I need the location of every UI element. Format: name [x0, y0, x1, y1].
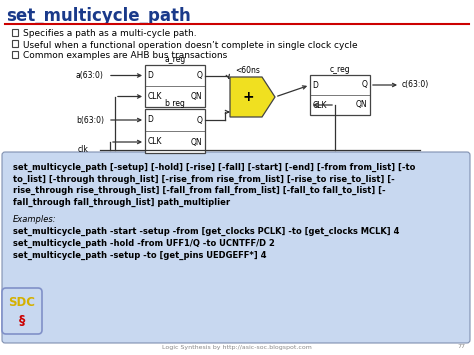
Text: D: D [147, 115, 154, 125]
Text: 77: 77 [457, 344, 465, 350]
Text: set_multicycle_path -setup -to [get_pins UEDGEFF*] 4: set_multicycle_path -setup -to [get_pins… [13, 251, 266, 260]
Text: fall_through fall_through_list] path_multiplier: fall_through fall_through_list] path_mul… [13, 197, 230, 207]
Text: c(63:0): c(63:0) [402, 81, 429, 89]
Text: QN: QN [356, 100, 367, 109]
Bar [12, 51, 18, 58]
Text: set_multicycle_path -hold -from UFF1/Q -to UCNTFF/D 2: set_multicycle_path -hold -from UFF1/Q -… [13, 239, 275, 248]
Text: to_list] [-through through_list] [-rise_from rise_from_list] [-rise_to rise_to_l: to_list] [-through through_list] [-rise_… [13, 175, 395, 184]
Text: Specifies a path as a multi-cycle path.: Specifies a path as a multi-cycle path. [23, 29, 197, 38]
Bar [310, 75, 370, 115]
Text: §: § [19, 313, 25, 327]
Bar [145, 65, 205, 107]
Bar [145, 109, 205, 153]
Text: clk: clk [78, 146, 89, 154]
Text: QN: QN [191, 92, 202, 101]
Polygon shape [230, 77, 275, 117]
Text: Examples:: Examples: [13, 215, 56, 224]
Text: b(63:0): b(63:0) [76, 115, 104, 125]
Text: CLK: CLK [312, 100, 327, 109]
Text: CLK: CLK [147, 92, 162, 101]
Text: CLK: CLK [147, 137, 162, 147]
Text: Q: Q [362, 81, 367, 89]
Text: rise_through rise_through_list] [-fall_from fall_from_list] [-fall_to fall_to_li: rise_through rise_through_list] [-fall_f… [13, 186, 386, 195]
Text: SDC: SDC [9, 295, 36, 308]
Bar [12, 29, 18, 36]
FancyBboxPatch shape [2, 152, 470, 343]
Text: a(63:0): a(63:0) [76, 71, 104, 80]
FancyBboxPatch shape [2, 288, 42, 334]
Text: D: D [147, 71, 154, 80]
Bar [12, 40, 18, 47]
Text: QN: QN [191, 137, 202, 147]
Text: Q: Q [197, 71, 202, 80]
Text: set_multicycle_path: set_multicycle_path [6, 7, 191, 25]
Text: set_multicycle_path [-setup] [-hold] [-rise] [-fall] [-start] [-end] [-from from: set_multicycle_path [-setup] [-hold] [-r… [13, 163, 415, 172]
Text: D: D [312, 81, 319, 89]
Text: b reg: b reg [165, 98, 185, 108]
Text: <60ns: <60ns [236, 66, 260, 75]
Text: Logic Synthesis by http://asic-soc.blogspot.com: Logic Synthesis by http://asic-soc.blogs… [162, 344, 312, 350]
Text: set_multicycle_path -start -setup -from [get_clocks PCLK] -to [get_clocks MCLK] : set_multicycle_path -start -setup -from … [13, 227, 400, 236]
Text: a_reg: a_reg [164, 55, 186, 64]
Text: +: + [242, 90, 254, 104]
Text: Q: Q [197, 115, 202, 125]
Text: c_reg: c_reg [330, 65, 350, 73]
Text: Useful when a functional operation doesn’t complete in single clock cycle: Useful when a functional operation doesn… [23, 40, 357, 49]
Text: Common examples are AHB bus transactions: Common examples are AHB bus transactions [23, 51, 227, 60]
